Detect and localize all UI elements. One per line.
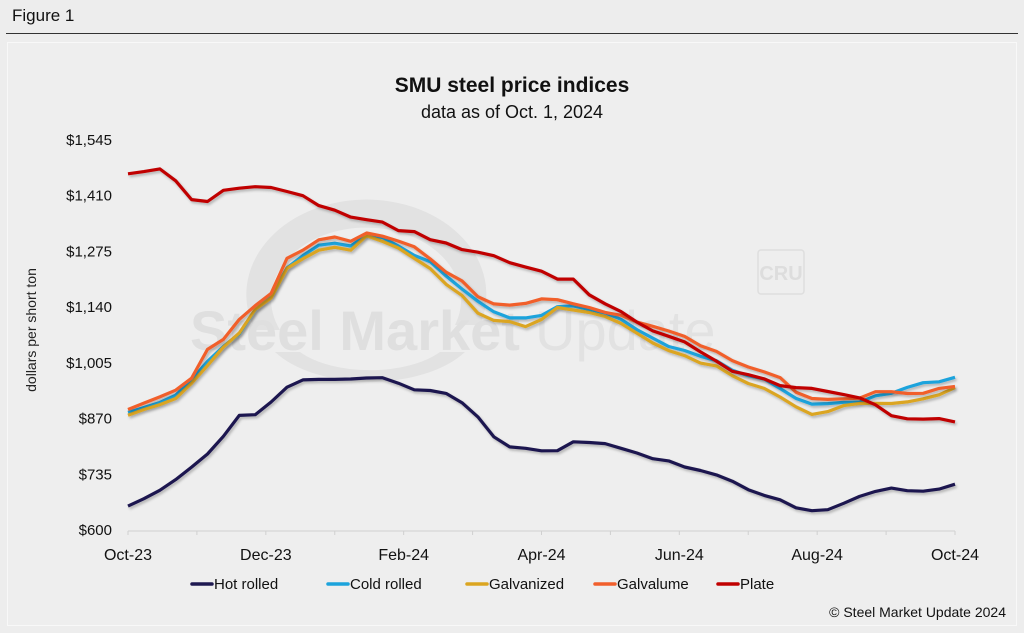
- series-lines: [127, 167, 956, 513]
- x-tick-label: Oct-24: [931, 547, 979, 564]
- y-tick-label: $1,005: [66, 355, 112, 372]
- legend-item-plate: Plate: [716, 576, 774, 593]
- y-axis: $600 $735 $870 $1,005 $1,140 $1,275 $1,410 $1,5…: [66, 132, 112, 539]
- legend-label: Galvanized: [489, 576, 564, 593]
- chart-subtitle: data as of Oct. 1, 2024: [421, 102, 603, 122]
- y-tick-label: $1,275: [66, 243, 112, 260]
- chart-title: SMU steel price indices: [395, 74, 630, 97]
- y-tick-label: $1,140: [66, 299, 112, 316]
- series-line-galvalume: [127, 231, 956, 411]
- watermark-swoosh-lower-icon: [275, 352, 465, 382]
- series-line-galvanized: [127, 234, 956, 417]
- chart-panel: [7, 42, 1017, 626]
- legend-label: Hot rolled: [214, 576, 278, 593]
- x-tick-label: Apr-24: [517, 547, 565, 564]
- legend-item-galvanized: Galvanized: [465, 576, 564, 593]
- y-tick-label: $735: [79, 466, 112, 483]
- legend-label: Galvalume: [617, 576, 689, 593]
- x-axis: Oct-23 Dec-23 Feb-24 Apr-24 Jun-24 Aug-24 Oct-…: [104, 530, 979, 564]
- x-tick-label: Jun-24: [655, 547, 704, 564]
- watermark-text-bold: Steel Market: [190, 299, 520, 362]
- legend-item-hot-rolled: Hot rolled: [190, 576, 278, 593]
- figure-divider: [6, 33, 1018, 34]
- legend-item-galvalume: Galvalume: [593, 576, 689, 593]
- y-tick-label: $870: [79, 411, 112, 428]
- x-tick-label: Dec-23: [240, 547, 292, 564]
- y-tick-label: $1,410: [66, 188, 112, 205]
- legend-label: Plate: [740, 576, 774, 593]
- cru-logo-icon: CRU: [759, 263, 802, 285]
- cru-logo-box: [757, 249, 805, 295]
- x-tick-label: Feb-24: [378, 547, 429, 564]
- legend-label: Cold rolled: [350, 576, 422, 593]
- watermark-swoosh-icon: [246, 199, 487, 330]
- y-tick-label: $1,545: [66, 132, 112, 149]
- y-axis-label: dollars per short ton: [23, 268, 39, 392]
- x-tick-label: Aug-24: [791, 547, 843, 564]
- figure-label: Figure 1: [12, 6, 75, 25]
- watermark: Steel Market Update CRU: [190, 199, 805, 382]
- series-line-hot-rolled: [127, 376, 956, 513]
- series-line-plate: [127, 167, 956, 424]
- legend: Hot rolled Cold rolled Galvanized Galvalume…: [190, 576, 774, 593]
- copyright-credit: © Steel Market Update 2024: [829, 604, 1006, 620]
- y-tick-label: $600: [79, 522, 112, 539]
- x-tick-label: Oct-23: [104, 547, 152, 564]
- legend-item-cold-rolled: Cold rolled: [326, 576, 422, 593]
